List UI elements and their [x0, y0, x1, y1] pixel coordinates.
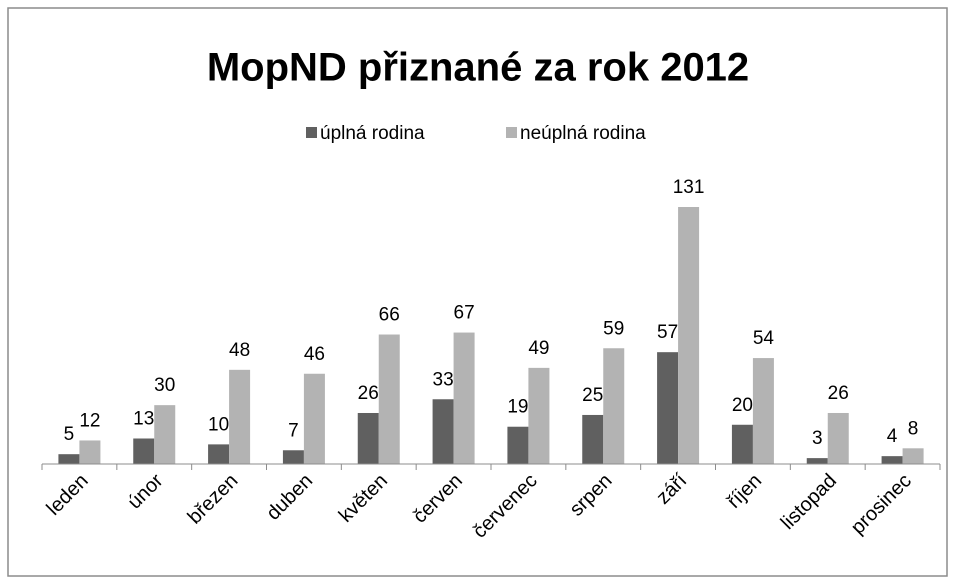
- legend-swatch: [506, 127, 517, 138]
- bar: [752, 358, 774, 464]
- bar: [881, 456, 903, 464]
- legend-label: úplná rodina: [320, 123, 425, 144]
- bar: [154, 405, 176, 464]
- bar: [79, 440, 101, 464]
- data-label: 26: [828, 383, 849, 404]
- bar: [229, 369, 251, 464]
- bar: [303, 373, 325, 464]
- data-label: 10: [208, 414, 229, 435]
- bar: [678, 207, 700, 464]
- bar: [507, 426, 529, 464]
- data-label: 59: [603, 318, 624, 339]
- data-label: 7: [288, 420, 299, 441]
- bar: [827, 412, 849, 464]
- bar: [731, 424, 753, 464]
- data-label: 19: [507, 397, 528, 418]
- data-label: 33: [433, 369, 454, 390]
- data-label: 131: [673, 177, 705, 198]
- data-label: 8: [908, 418, 919, 439]
- data-label: 54: [753, 328, 775, 349]
- data-label: 4: [887, 426, 898, 447]
- bar: [133, 438, 155, 464]
- bar: [603, 348, 625, 464]
- legend-swatch: [306, 127, 317, 138]
- data-label: 5: [64, 424, 75, 445]
- data-label: 20: [732, 395, 753, 416]
- data-label: 66: [379, 305, 400, 326]
- bar: [528, 367, 550, 464]
- bar: [357, 412, 379, 464]
- chart-frame: [7, 7, 948, 577]
- bar: [432, 399, 454, 464]
- chart-title: MopND přiznané za rok 2012: [207, 46, 749, 90]
- bar: [58, 454, 80, 464]
- bar: [657, 352, 679, 464]
- bar: [453, 332, 475, 464]
- data-label: 67: [454, 303, 475, 324]
- data-label: 3: [812, 428, 823, 449]
- legend-label: neúplná rodina: [520, 123, 646, 144]
- data-label: 25: [582, 385, 603, 406]
- data-label: 49: [528, 338, 549, 359]
- bar: [582, 414, 604, 464]
- data-label: 26: [358, 383, 379, 404]
- data-label: 46: [304, 344, 325, 365]
- bar: [378, 334, 400, 464]
- data-label: 13: [133, 409, 154, 430]
- bar: [208, 444, 230, 464]
- bar: [806, 458, 828, 464]
- bar: [902, 448, 924, 464]
- data-label: 30: [154, 375, 175, 396]
- data-label: 57: [657, 322, 678, 343]
- bar: [282, 450, 304, 464]
- data-label: 48: [229, 340, 250, 361]
- data-label: 12: [79, 410, 100, 431]
